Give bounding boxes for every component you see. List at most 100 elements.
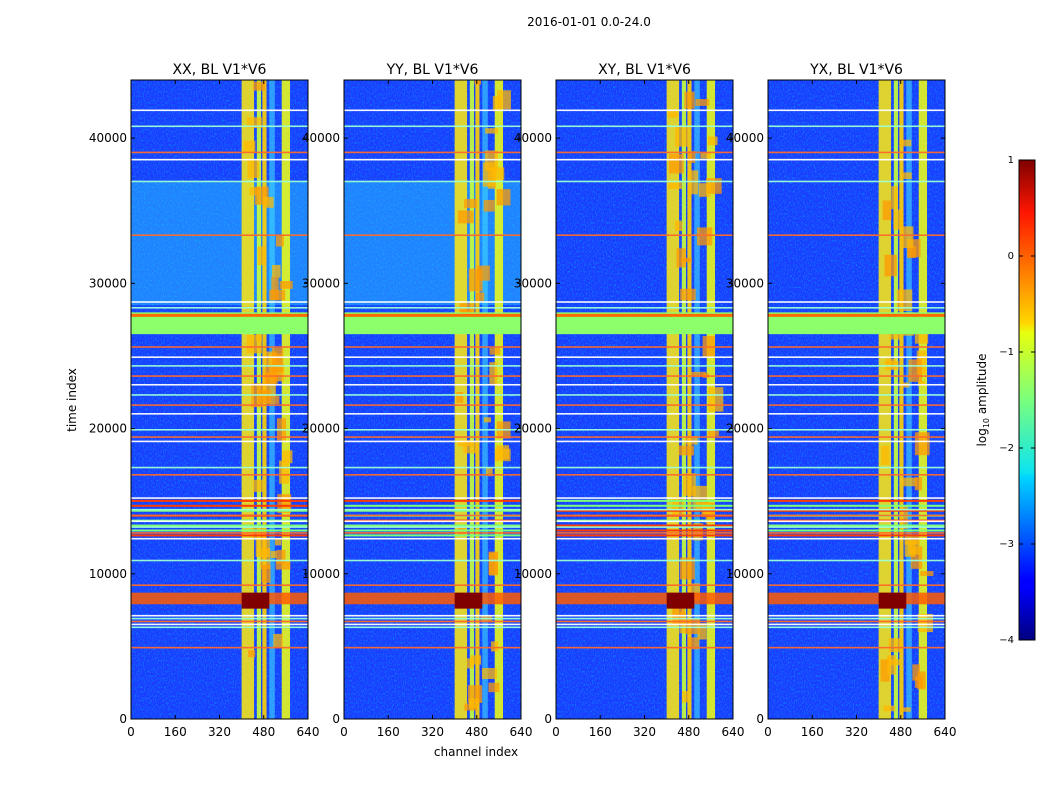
rfi-row <box>131 234 308 236</box>
rfi-blotch <box>684 91 695 109</box>
rfi-row <box>768 365 945 367</box>
channel-band <box>899 80 904 719</box>
rfi-blotch <box>887 655 897 675</box>
panel-1: XX, BL V1*V6 0 160 320 480 640 0 10000 20000 3000… <box>89 62 320 739</box>
rfi-row <box>344 356 521 358</box>
panel-speckle <box>768 80 945 719</box>
x-tick-label: 320 <box>208 725 231 739</box>
rfi-row <box>768 532 945 534</box>
rfi-stripe <box>768 504 945 507</box>
rfi-row <box>131 440 308 443</box>
rfi-blotch <box>271 276 279 300</box>
rfi-blotch <box>675 125 688 147</box>
saturated-band-edge <box>556 313 733 317</box>
rfi-blotch <box>272 265 281 278</box>
rfi-row <box>344 307 521 309</box>
rfi-blotch <box>888 638 903 653</box>
rfi-row <box>131 526 308 528</box>
rfi-blotch <box>475 292 485 302</box>
y-tick-label: 10000 <box>514 567 552 581</box>
rfi-blotch <box>917 613 933 633</box>
rfi-blotch <box>707 430 719 436</box>
rfi-blotch <box>247 159 260 179</box>
x-tick-label: 160 <box>377 725 400 739</box>
saturated-core <box>241 592 270 609</box>
rfi-row <box>131 623 308 626</box>
rfi-row <box>768 526 945 528</box>
channel-band <box>475 80 480 719</box>
saturated-band <box>131 592 308 605</box>
rfi-row <box>344 620 521 623</box>
rfi-blotch <box>470 655 482 665</box>
x-tick-label: 640 <box>722 725 745 739</box>
rfi-stripe <box>768 499 945 502</box>
rfi-row <box>131 394 308 396</box>
x-tick-label: 0 <box>552 725 560 739</box>
panels: XX, BL V1*V6 0 160 320 480 640 0 10000 20000 3000… <box>89 62 957 739</box>
rfi-blotch <box>468 698 479 709</box>
y-tick-label: 0 <box>544 712 552 726</box>
rfi-blotch <box>912 664 921 681</box>
rfi-blotch <box>481 668 497 680</box>
rfi-row <box>556 440 733 443</box>
channel-band <box>241 80 255 719</box>
rfi-blotch <box>243 140 256 153</box>
rfi-row <box>131 346 308 348</box>
rfi-blotch <box>680 257 692 263</box>
colorbar-tick-label: −4 <box>999 635 1014 646</box>
rfi-row <box>344 532 521 534</box>
x-tick-label: 160 <box>164 725 187 739</box>
rfi-row <box>131 125 308 128</box>
rfi-stripe <box>556 504 733 507</box>
rfi-stripe <box>768 529 945 532</box>
rfi-blotch <box>697 623 707 640</box>
rfi-row <box>344 180 521 183</box>
rfi-blotch <box>707 136 718 146</box>
rfi-blotch <box>457 440 473 447</box>
rfi-row <box>344 383 521 386</box>
rfi-row <box>556 508 733 511</box>
y-tick-label: 10000 <box>302 567 340 581</box>
y-tick-label: 40000 <box>89 131 127 145</box>
rfi-row <box>344 526 521 528</box>
saturated-band-edge <box>768 313 945 317</box>
y-tick-label: 30000 <box>302 276 340 290</box>
rfi-row <box>556 646 733 649</box>
rfi-row <box>556 559 733 562</box>
rfi-blotch <box>275 235 284 247</box>
y-tick-label: 30000 <box>514 276 552 290</box>
colorbar-ticks: 1 0 −1 −2 −3 −4 <box>999 155 1035 646</box>
rfi-blotch <box>258 389 272 404</box>
rfi-row <box>556 526 733 528</box>
y-tick-label: 40000 <box>726 131 764 145</box>
colorbar-gradient <box>1018 159 1036 641</box>
rfi-row <box>768 234 945 236</box>
rfi-blotch <box>680 288 696 301</box>
x-tick-label: 320 <box>845 725 868 739</box>
rfi-row <box>556 234 733 236</box>
x-tick-label: 320 <box>633 725 656 739</box>
x-tick-label: 640 <box>510 725 533 739</box>
rfi-stripe <box>556 509 733 512</box>
rfi-row <box>556 532 733 534</box>
rfi-row <box>131 646 308 649</box>
colorbar: 1 0 −1 −2 −3 −4 log10 amplitude <box>975 155 1036 646</box>
channel-band <box>469 80 474 719</box>
rfi-blotch <box>457 210 474 224</box>
rfi-row <box>768 440 945 443</box>
x-tick-label: 0 <box>764 725 772 739</box>
rfi-blotch <box>899 506 908 529</box>
saturated-band <box>556 312 733 335</box>
rfi-stripe <box>131 504 308 507</box>
rfi-row <box>344 109 521 112</box>
rfi-row <box>344 346 521 348</box>
rfi-blotch <box>914 477 923 491</box>
rfi-row <box>556 158 733 161</box>
rfi-row <box>556 375 733 377</box>
channel-band <box>893 80 898 719</box>
rfi-stripe <box>768 524 945 527</box>
rfi-row <box>131 158 308 161</box>
rfi-row <box>344 436 521 438</box>
rfi-row <box>556 180 733 183</box>
rfi-blotch <box>687 151 696 163</box>
